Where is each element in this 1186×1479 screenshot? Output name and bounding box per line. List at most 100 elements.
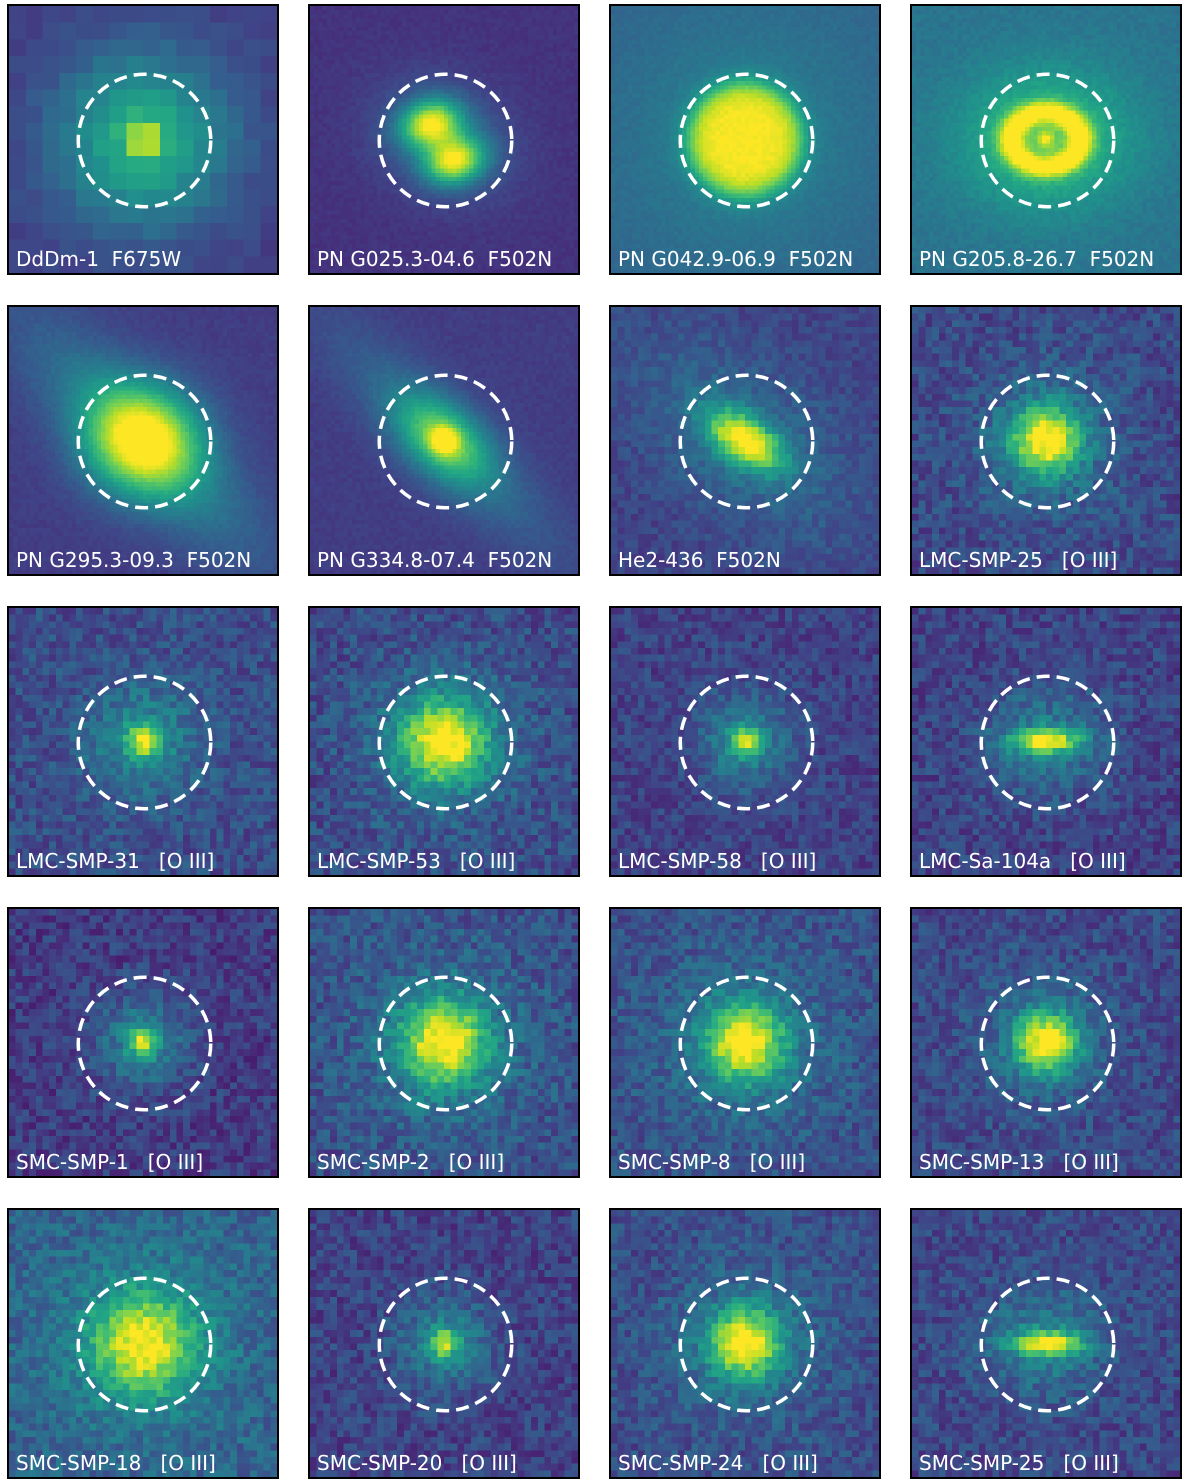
panel-label: SMC-SMP-18 [O III] [16,1451,216,1475]
panel-label: PN G295.3-09.3 F502N [16,548,252,572]
panel-label: PN G042.9-06.9 F502N [618,247,854,271]
aperture-dashed-circle [76,72,213,209]
aperture-dashed-circle [678,674,815,811]
aperture-dashed-circle [377,72,514,209]
panel-label: He2-436 F502N [618,548,781,572]
nebula-image [611,307,879,574]
panel-label: SMC-SMP-25 [O III] [919,1451,1119,1475]
panel-pn-g205: PN G205.8-26.7 F502N [910,4,1182,275]
panel-lmc-smp-25: LMC-SMP-25 [O III] [910,305,1182,576]
aperture-circle [377,72,514,209]
panel-label: SMC-SMP-20 [O III] [317,1451,517,1475]
panel-pn-g025: PN G025.3-04.6 F502N [308,4,580,275]
aperture-dashed-circle [979,975,1116,1112]
aperture-circle [377,1276,514,1413]
nebula-image [9,307,277,574]
aperture-circle [979,975,1116,1112]
aperture-dashed-circle [377,674,514,811]
panel-smc-smp-18: SMC-SMP-18 [O III] [7,1208,279,1479]
aperture-dashed-circle [979,1276,1116,1413]
aperture-circle [678,72,815,209]
panel-label: PN G025.3-04.6 F502N [317,247,553,271]
panel-dddm-1: DdDm-1 F675W [7,4,279,275]
panel-smc-smp-13: SMC-SMP-13 [O III] [910,907,1182,1178]
nebula-image [611,909,879,1176]
panel-label: SMC-SMP-1 [O III] [16,1150,204,1174]
panel-lmc-smp-31: LMC-SMP-31 [O III] [7,606,279,877]
nebula-image [912,307,1180,574]
aperture-dashed-circle [678,1276,815,1413]
panel-lmc-smp-53: LMC-SMP-53 [O III] [308,606,580,877]
aperture-circle [979,674,1116,811]
aperture-circle [678,975,815,1112]
aperture-circle [377,975,514,1112]
panel-label: LMC-SMP-58 [O III] [618,849,817,873]
panel-pn-g042: PN G042.9-06.9 F502N [609,4,881,275]
panel-smc-smp-8: SMC-SMP-8 [O III] [609,907,881,1178]
panel-smc-smp-2: SMC-SMP-2 [O III] [308,907,580,1178]
nebula-image [611,1210,879,1477]
panel-smc-smp-24: SMC-SMP-24 [O III] [609,1208,881,1479]
panel-label: SMC-SMP-2 [O III] [317,1150,505,1174]
panel-label: LMC-Sa-104a [O III] [919,849,1126,873]
panel-label: SMC-SMP-8 [O III] [618,1150,806,1174]
aperture-circle [76,674,213,811]
panel-smc-smp-25: SMC-SMP-25 [O III] [910,1208,1182,1479]
nebula-image [310,1210,578,1477]
nebula-image [912,909,1180,1176]
aperture-circle [76,975,213,1112]
aperture-dashed-circle [377,1276,514,1413]
aperture-dashed-circle [377,975,514,1112]
aperture-circle [678,373,815,510]
nebula-image [310,909,578,1176]
aperture-circle [979,72,1116,209]
panel-label: LMC-SMP-53 [O III] [317,849,516,873]
nebula-image [912,6,1180,273]
nebula-image [9,6,277,273]
panel-label: PN G334.8-07.4 F502N [317,548,553,572]
panel-label: LMC-SMP-31 [O III] [16,849,215,873]
aperture-dashed-circle [678,975,815,1112]
aperture-dashed-circle [377,373,514,510]
nebula-image [9,909,277,1176]
aperture-dashed-circle [76,1276,213,1413]
aperture-dashed-circle [979,373,1116,510]
nebula-image [310,6,578,273]
panel-pn-g295: PN G295.3-09.3 F502N [7,305,279,576]
panel-label: SMC-SMP-13 [O III] [919,1150,1119,1174]
panel-label: DdDm-1 F675W [16,247,182,271]
aperture-dashed-circle [76,373,213,510]
aperture-dashed-circle [979,674,1116,811]
panel-lmc-smp-58: LMC-SMP-58 [O III] [609,606,881,877]
panel-smc-smp-1: SMC-SMP-1 [O III] [7,907,279,1178]
aperture-circle [377,674,514,811]
aperture-dashed-circle [76,674,213,811]
panel-label: LMC-SMP-25 [O III] [919,548,1118,572]
aperture-dashed-circle [678,72,815,209]
nebula-image [9,608,277,875]
aperture-circle [377,373,514,510]
panel-lmc-sa-104a: LMC-Sa-104a [O III] [910,606,1182,877]
nebula-image [310,307,578,574]
nebula-image [310,608,578,875]
aperture-dashed-circle [678,373,815,510]
nebula-image [912,1210,1180,1477]
aperture-circle [76,72,213,209]
aperture-circle [678,674,815,811]
nebula-image [611,6,879,273]
panel-he2-436: He2-436 F502N [609,305,881,576]
aperture-circle [678,1276,815,1413]
panel-label: PN G205.8-26.7 F502N [919,247,1155,271]
nebula-image [9,1210,277,1477]
aperture-dashed-circle [76,975,213,1112]
panel-pn-g334: PN G334.8-07.4 F502N [308,305,580,576]
aperture-circle [76,1276,213,1413]
aperture-dashed-circle [979,72,1116,209]
aperture-circle [979,1276,1116,1413]
nebula-image [912,608,1180,875]
panel-label: SMC-SMP-24 [O III] [618,1451,818,1475]
nebula-image [611,608,879,875]
aperture-circle [76,373,213,510]
aperture-circle [979,373,1116,510]
